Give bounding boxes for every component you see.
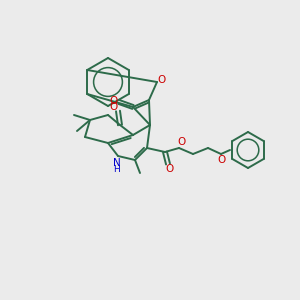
Text: H: H [114, 166, 120, 175]
Text: O: O [158, 75, 166, 85]
Text: O: O [109, 96, 117, 106]
Text: O: O [166, 164, 174, 174]
Text: O: O [218, 155, 226, 165]
Text: N: N [113, 158, 121, 168]
Text: O: O [109, 102, 117, 112]
Text: O: O [178, 137, 186, 147]
